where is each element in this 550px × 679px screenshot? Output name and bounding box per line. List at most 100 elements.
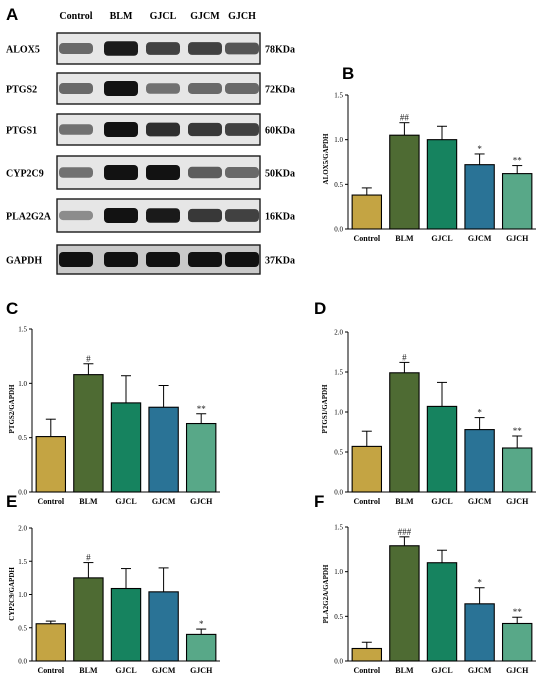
y-tick-label: 1.5 bbox=[334, 524, 343, 532]
blot-band-gapdh-gjcl bbox=[146, 252, 180, 267]
bar-gjcl bbox=[110, 587, 142, 662]
bar-gjch bbox=[501, 447, 533, 493]
bar-control bbox=[351, 194, 383, 230]
blot-band-pla2g2a-gjcm bbox=[188, 208, 222, 223]
blot-band-ptgs2-gjcl bbox=[146, 83, 180, 94]
bar-blm bbox=[73, 577, 104, 662]
protein-size-ptgs2: 72KDa bbox=[265, 85, 295, 96]
y-tick-label: 2.0 bbox=[18, 525, 27, 533]
blot-band-gapdh-blm bbox=[104, 252, 138, 267]
y-tick-label: 0.0 bbox=[18, 658, 27, 666]
significance-gjch: ** bbox=[197, 404, 207, 414]
x-tick-label-gjcm: GJCM bbox=[468, 666, 492, 675]
bar-gjch bbox=[185, 422, 217, 493]
bar-gjch bbox=[501, 173, 533, 230]
bar-control bbox=[351, 445, 383, 493]
bar-control bbox=[35, 436, 67, 493]
bar-blm bbox=[389, 372, 420, 493]
y-tick-label: 0.5 bbox=[334, 449, 343, 457]
protein-size-gapdh: 37KDa bbox=[265, 256, 295, 267]
blot-band-alox5-control bbox=[59, 43, 93, 54]
bar-chart-alox5-gapdh: B 0.0 0.5 1.0 1.5 ALOX5/GAPDH Control ## BLM GJCL… bbox=[322, 64, 536, 243]
blot-band-ptgs2-blm bbox=[104, 81, 138, 96]
significance-gjcm: * bbox=[477, 408, 482, 418]
lane-label-gjcl: GJCL bbox=[150, 11, 177, 22]
blot-band-pla2g2a-blm bbox=[104, 208, 138, 223]
x-tick-label-gjcl: GJCL bbox=[431, 666, 452, 675]
blot-band-ptgs1-gjcm bbox=[188, 122, 222, 137]
x-tick-label-control: Control bbox=[38, 666, 65, 675]
x-tick-label-gjch: GJCH bbox=[506, 666, 529, 675]
x-tick-label-blm: BLM bbox=[395, 497, 414, 506]
y-axis-title: PTGS2/GAPDH bbox=[8, 384, 16, 434]
bar-chart-ptgs2-gapdh: C 0.0 0.5 1.0 1.5 PTGS2/GAPDH Control # BLM GJCL G… bbox=[6, 299, 220, 506]
y-tick-label: 1.0 bbox=[334, 568, 343, 576]
blot-row-gapdh: GAPDH 37KDa bbox=[6, 244, 295, 275]
y-tick-label: 1.0 bbox=[18, 380, 27, 388]
blot-band-cyp2c9-gjcl bbox=[146, 165, 180, 180]
blot-row-ptgs2: PTGS2 72KDa bbox=[6, 72, 295, 105]
bar-gjcm bbox=[464, 164, 495, 230]
blot-band-alox5-blm bbox=[104, 41, 138, 56]
bar-gjcm bbox=[148, 406, 179, 493]
y-axis-title: PLA2G2A/GAPDH bbox=[322, 564, 330, 623]
y-tick-label: 0.5 bbox=[334, 181, 343, 189]
x-tick-label-gjcl: GJCL bbox=[431, 497, 452, 506]
panel-letter-f: F bbox=[314, 492, 324, 511]
blot-band-cyp2c9-control bbox=[59, 167, 93, 178]
bar-gjcl bbox=[426, 562, 458, 662]
bar-gjcl bbox=[110, 402, 142, 493]
y-tick-label: 1.0 bbox=[18, 591, 27, 599]
bar-gjcl bbox=[426, 405, 458, 493]
significance-blm: # bbox=[86, 553, 91, 563]
x-tick-label-gjcl: GJCL bbox=[431, 234, 452, 243]
bar-control bbox=[351, 647, 383, 662]
x-tick-label-gjcl: GJCL bbox=[115, 666, 136, 675]
x-tick-label-gjcm: GJCM bbox=[152, 666, 176, 675]
panel-letter-b: B bbox=[342, 64, 354, 83]
panel-letter-c: C bbox=[6, 299, 18, 318]
x-tick-label-gjch: GJCH bbox=[190, 497, 213, 506]
y-tick-label: 1.5 bbox=[18, 326, 27, 334]
bar-chart-ptgs1-gapdh: D 0.0 0.5 1.0 1.5 2.0 PTGS1/GAPDH Control # BLM GJ… bbox=[314, 299, 536, 506]
x-tick-label-blm: BLM bbox=[395, 666, 414, 675]
protein-label-ptgs1: PTGS1 bbox=[6, 126, 37, 137]
y-tick-label: 0.5 bbox=[18, 434, 27, 442]
bar-control bbox=[35, 623, 67, 662]
protein-label-alox5: ALOX5 bbox=[6, 45, 40, 56]
bar-gjcm bbox=[464, 603, 495, 662]
x-tick-label-gjcm: GJCM bbox=[152, 497, 176, 506]
bar-blm bbox=[73, 374, 104, 493]
blot-band-ptgs2-gjch bbox=[225, 83, 259, 94]
x-tick-label-gjch: GJCH bbox=[506, 497, 529, 506]
significance-gjch: * bbox=[199, 619, 204, 629]
significance-gjch: ** bbox=[513, 156, 523, 166]
lane-label-gjcm: GJCM bbox=[190, 11, 220, 22]
x-tick-label-gjcm: GJCM bbox=[468, 234, 492, 243]
protein-label-pla2g2a: PLA2G2A bbox=[6, 212, 52, 223]
x-tick-label-control: Control bbox=[354, 497, 381, 506]
panel-letter-a: A bbox=[6, 5, 18, 24]
significance-blm: # bbox=[402, 352, 407, 362]
significance-gjch: ** bbox=[513, 426, 523, 436]
significance-gjcm: * bbox=[477, 144, 482, 154]
y-tick-label: 1.5 bbox=[334, 369, 343, 377]
panel-letter-e: E bbox=[6, 492, 17, 511]
x-tick-label-blm: BLM bbox=[395, 234, 414, 243]
significance-blm: ## bbox=[400, 113, 410, 123]
blot-band-pla2g2a-gjcl bbox=[146, 208, 180, 223]
blot-row-cyp2c9: CYP2C9 50KDa bbox=[6, 155, 295, 190]
y-tick-label: 2.0 bbox=[334, 329, 343, 337]
blot-band-ptgs1-gjch bbox=[225, 123, 259, 136]
blot-band-alox5-gjcl bbox=[146, 42, 180, 55]
blot-band-cyp2c9-gjcm bbox=[188, 166, 222, 179]
protein-label-gapdh: GAPDH bbox=[6, 256, 42, 267]
x-tick-label-control: Control bbox=[354, 234, 381, 243]
blot-band-ptgs1-gjcl bbox=[146, 122, 180, 137]
lane-label-control: Control bbox=[59, 11, 92, 22]
lane-label-blm: BLM bbox=[110, 11, 133, 22]
y-tick-label: 0.0 bbox=[334, 226, 343, 234]
